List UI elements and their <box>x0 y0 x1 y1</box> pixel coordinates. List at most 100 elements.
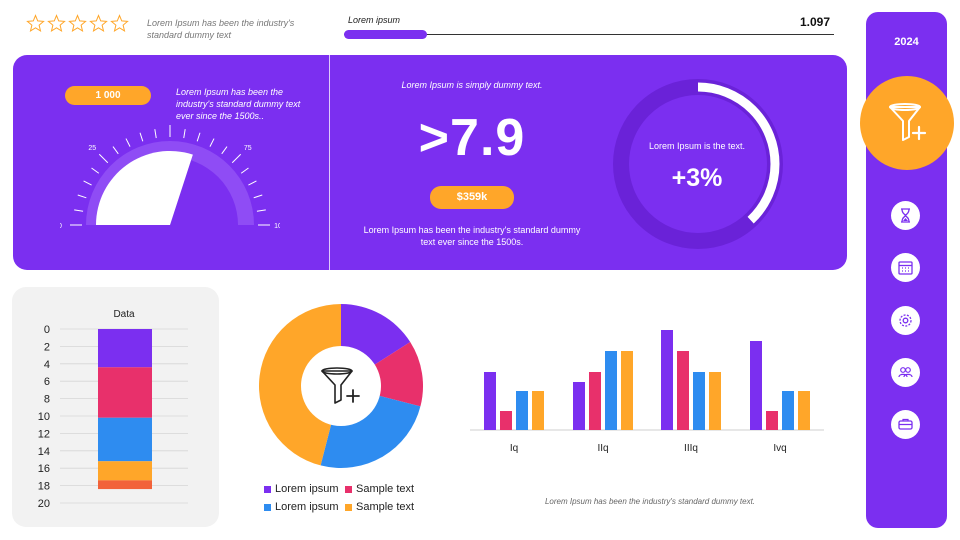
speedometer-gauge: 0255075100 <box>60 125 280 230</box>
legend-label: Sample text <box>356 483 415 495</box>
stacked-bar-chart: Data 0 2 4 6 8 10 12 14 16 18 20 <box>38 309 188 510</box>
bar-segment <box>98 461 152 481</box>
ring-label: Lorem Ipsum is the text. <box>648 141 746 151</box>
legend-item: Lorem ipsum <box>264 483 345 495</box>
star-icon[interactable] <box>110 14 129 33</box>
money-pill: $359k <box>430 186 514 209</box>
donut-center <box>301 346 381 426</box>
hourglass-icon <box>901 208 910 223</box>
y-tick-label: 18 <box>38 481 50 493</box>
funnel-badge[interactable] <box>860 76 954 170</box>
progress-track <box>344 34 834 35</box>
gauge-tick <box>209 138 215 147</box>
sidebar-settings-button[interactable] <box>891 306 920 335</box>
star-icon[interactable] <box>68 14 87 33</box>
big-metric: >7.9 <box>418 109 526 167</box>
gauge-tick-label: 0 <box>60 223 62 230</box>
gauge-tick-label: 100 <box>274 223 280 230</box>
y-tick-label: 8 <box>44 394 50 406</box>
legend-item: Sample text <box>345 501 435 513</box>
briefcase-icon <box>898 418 913 430</box>
bar <box>693 372 705 430</box>
header-description: Lorem Ipsum has been the industry's stan… <box>147 18 295 40</box>
bar-segment <box>98 480 152 490</box>
star-icon[interactable] <box>47 14 66 33</box>
y-tick-label: 0 <box>44 324 50 336</box>
gauge-pill: 1 000 <box>65 86 151 105</box>
y-tick-label: 14 <box>38 446 50 458</box>
bar <box>589 372 601 430</box>
gauge-tick <box>74 209 84 212</box>
users-icon <box>898 367 913 378</box>
progress-value: 1.097 <box>799 15 830 29</box>
legend-item: Sample text <box>345 483 435 495</box>
ring-progress <box>616 82 780 246</box>
bar <box>782 391 794 430</box>
gauge-tick <box>196 132 201 142</box>
calendar-icon <box>898 261 913 275</box>
donut-legend: Lorem ipsum Sample text Lorem ipsum Samp… <box>264 483 444 513</box>
funnel-plus-icon <box>321 367 360 404</box>
metric-bottom-text: Lorem Ipsum has been the industry's stan… <box>363 225 581 247</box>
legend-label: Sample text <box>356 501 415 513</box>
sidebar-calendar-button[interactable] <box>891 253 920 282</box>
bar <box>573 382 585 430</box>
bar <box>605 351 617 430</box>
bar <box>709 372 721 430</box>
legend-swatch <box>345 503 352 511</box>
sidebar-hourglass-button[interactable] <box>891 201 920 230</box>
y-tick-label: 4 <box>44 359 50 371</box>
gauge-fill <box>96 151 193 225</box>
gauge-tick <box>154 129 157 139</box>
bar <box>677 351 689 430</box>
star-icon[interactable] <box>89 14 108 33</box>
gauge-tick <box>240 167 249 174</box>
y-tick-label: 20 <box>38 498 50 510</box>
legend-label: Lorem ipsum <box>275 501 339 513</box>
bar-segment <box>98 329 152 368</box>
star-rating[interactable] <box>26 14 129 33</box>
settings-icon <box>899 314 912 327</box>
panel-divider <box>329 55 330 270</box>
y-tick-label: 10 <box>38 411 50 423</box>
x-tick-label: Iq <box>510 443 518 454</box>
gauge-tick-label: 25 <box>88 145 96 152</box>
progress-ring <box>613 79 783 249</box>
bar <box>484 372 496 430</box>
gauge-tick <box>112 146 119 155</box>
y-tick-label: 2 <box>44 341 50 353</box>
sidebar-users-button[interactable] <box>891 358 920 387</box>
gauge-tick <box>256 209 266 212</box>
bar <box>798 391 810 430</box>
donut-slice <box>259 304 341 466</box>
metric-top-text: Lorem Ipsum is simply dummy text. <box>401 80 543 90</box>
gauge-band <box>86 141 254 225</box>
gauge-tick <box>221 146 228 155</box>
gauge-tick-label: 75 <box>244 145 252 152</box>
bar-segment <box>98 417 152 462</box>
funnel-plus-icon <box>889 103 927 141</box>
gauge-tick <box>253 194 263 199</box>
gauge-tick <box>98 153 109 164</box>
bar <box>532 391 544 430</box>
star-icon[interactable] <box>26 14 45 33</box>
x-tick-label: IIq <box>597 443 608 454</box>
x-tick-label: Ivq <box>773 443 786 454</box>
sidebar-briefcase-button[interactable] <box>891 410 920 439</box>
bar-chart-caption: Lorem Ipsum has been the industry's stan… <box>544 497 756 506</box>
year-label: 2024 <box>894 36 919 48</box>
gauge-tick <box>248 180 257 186</box>
gauge-description: Lorem Ipsum has been the industry's stan… <box>176 87 301 121</box>
bar <box>766 411 778 430</box>
gauge-tick <box>183 129 186 139</box>
progress-fill <box>344 30 428 39</box>
bar <box>516 391 528 430</box>
y-tick-label: 16 <box>38 463 50 475</box>
gauge-tick <box>77 194 87 199</box>
legend-item: Lorem ipsum <box>264 501 345 513</box>
gauge-tick <box>231 153 242 164</box>
legend-swatch <box>264 485 271 493</box>
progress-label: Lorem ipsum <box>348 15 401 25</box>
gauge-tick <box>91 167 100 174</box>
quarterly-bar-chart: Iq IIq IIIq Ivq <box>470 330 824 454</box>
